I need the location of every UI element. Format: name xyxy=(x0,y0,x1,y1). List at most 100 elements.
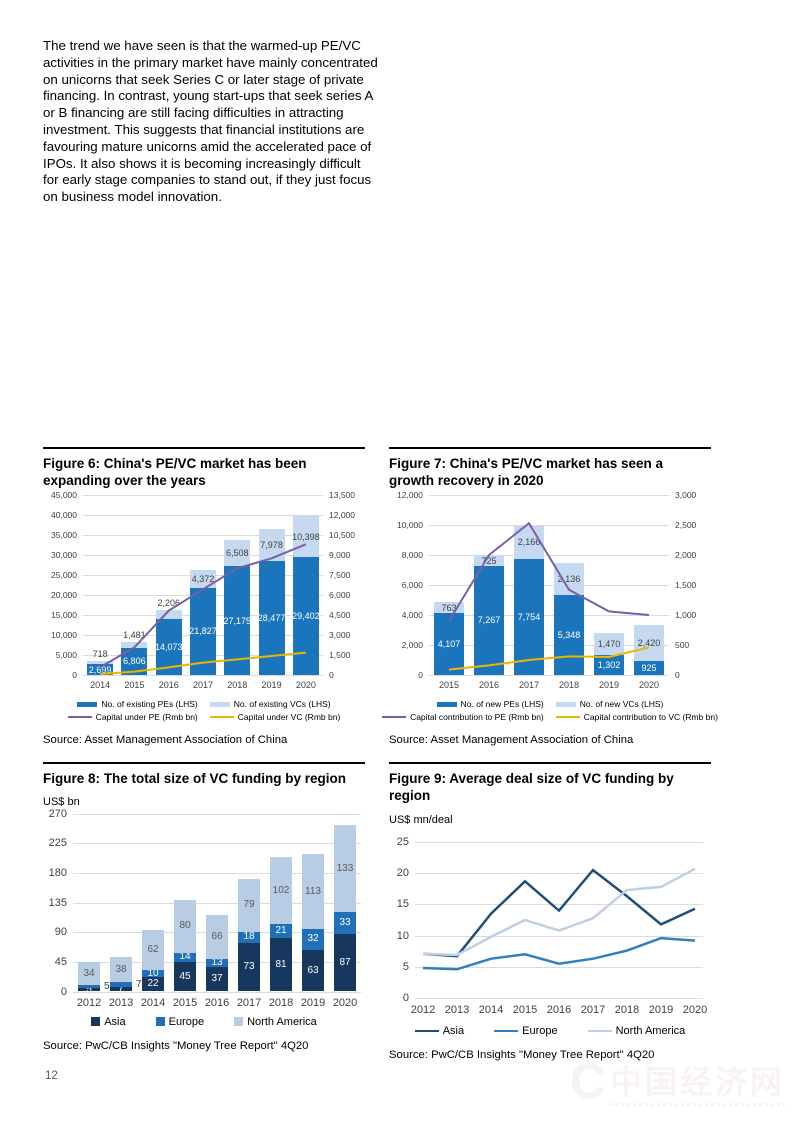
y-axis-right-tick-label: 1,000 xyxy=(675,610,697,620)
value-label: 14 xyxy=(179,951,191,963)
x-axis-tick-label: 2014 xyxy=(140,996,166,1009)
legend-row: Asia Europe North America xyxy=(414,1025,685,1037)
bar-segment-asia xyxy=(238,943,260,992)
bar-segment-no-of-new-pes-lhs- xyxy=(474,565,504,675)
y-axis-right-tick-label: 4,500 xyxy=(329,610,351,620)
line-capital-under-vc-rmb-bn- xyxy=(100,651,306,675)
figure-7-chart: 0 2,000 4,000 6,000 8,000 10,000 12,000 0 500 1,0… xyxy=(389,490,711,693)
value-label: 1,302 xyxy=(597,660,621,671)
figure-9-chart: 0 5 10 15 20 25 2012 2013 2014 2015 2016 2017 2018 20… xyxy=(389,837,711,1017)
bar-segment-asia xyxy=(302,949,324,992)
line-capital-contribution-to-vc-rmb-bn- xyxy=(448,646,650,671)
value-label: 7,978 xyxy=(260,540,283,551)
bar-segment-europe xyxy=(334,912,356,935)
figure-9-legend: Asia Europe North America xyxy=(389,1025,711,1037)
value-label: 80 xyxy=(179,920,191,932)
legend-swatch-line xyxy=(209,715,234,719)
y-axis-right-tick-label: 10,500 xyxy=(329,530,355,540)
value-label: 133 xyxy=(336,862,354,874)
watermark-c-icon: C xyxy=(569,1053,606,1109)
bar-segment-north-america xyxy=(238,879,260,932)
grid-line xyxy=(83,555,323,556)
bar-segment-north-america xyxy=(270,857,292,925)
value-label: 22 xyxy=(147,978,159,990)
grid-line xyxy=(73,872,361,874)
y-axis-tick-label: 10 xyxy=(396,929,409,942)
y-axis-tick-label: 12,000 xyxy=(397,490,423,500)
page-number: 12 xyxy=(45,1070,58,1082)
y-axis-tick-label: 25,000 xyxy=(51,570,77,580)
legend-label: Capital contribution to VC (Rmb bn) xyxy=(583,712,718,722)
value-label: 5 xyxy=(104,980,110,992)
y-axis-right-tick-label: 12,000 xyxy=(329,510,355,520)
figure-7-source: Source: Asset Management Association of … xyxy=(389,734,634,746)
bar-segment-europe xyxy=(206,958,228,968)
value-label: 32 xyxy=(307,933,319,945)
y-axis-tick-label: 15,000 xyxy=(51,610,77,620)
bar-segment-no-of-existing-vcs-lhs- xyxy=(224,540,251,567)
grid-line xyxy=(73,813,361,815)
y-axis-tick-label: 5,000 xyxy=(55,650,77,660)
bar-segment-north-america xyxy=(174,899,196,953)
x-axis-tick-label: 2012 xyxy=(410,1004,436,1016)
x-axis-tick-label: 2017 xyxy=(192,680,214,690)
grid-line xyxy=(415,935,703,937)
value-label: 5 xyxy=(86,983,92,995)
x-axis-tick-label: 2014 xyxy=(478,1004,504,1016)
y-axis-right-tick-label: 0 xyxy=(329,670,334,680)
legend-item: Capital under PE (Rmb bn) xyxy=(67,712,198,722)
value-label: 4,107 xyxy=(437,639,461,650)
grid-line xyxy=(83,495,323,496)
legend-item: Capital contribution to VC (Rmb bn) xyxy=(555,712,718,722)
line-series-layer xyxy=(422,867,696,971)
x-axis-tick-label: 2015 xyxy=(172,996,198,1009)
x-axis-tick-label: 2016 xyxy=(204,996,230,1009)
y-axis-tick-label: 10,000 xyxy=(51,630,77,640)
bar-segment-no-of-new-pes-lhs- xyxy=(634,661,664,675)
y-axis-right-tick-label: 13,500 xyxy=(329,490,355,500)
watermark: C 中国经济网 xyxy=(570,1056,785,1106)
y-axis-tick-label: 45,000 xyxy=(51,490,77,500)
figure-8-legend: Asia Europe North America xyxy=(43,1016,365,1028)
grid-line xyxy=(415,904,703,906)
grid-line xyxy=(429,585,669,586)
y-axis-right-tick-label: 7,500 xyxy=(329,570,351,580)
legend-item: No. of new PEs (LHS) xyxy=(436,699,544,709)
intro-paragraph: The trend we have seen is that the warme… xyxy=(43,38,378,205)
x-axis-tick-label: 2018 xyxy=(558,680,580,690)
value-label: 21 xyxy=(275,925,287,937)
bar-segment-no-of-new-vcs-lhs- xyxy=(434,601,464,614)
bar-segment-no-of-existing-vcs-lhs- xyxy=(155,609,182,619)
legend-label: Asia xyxy=(104,1015,126,1028)
figure-8: Figure 8: The total size of VC funding b… xyxy=(43,762,365,1052)
y-axis-right-tick-label: 3,000 xyxy=(329,630,351,640)
bar-segment-north-america xyxy=(142,929,164,971)
y-axis-right-tick-label: 0 xyxy=(675,670,680,680)
figure-7-title: Figure 7: China's PE/VC market has seen … xyxy=(389,447,711,489)
legend-row: Asia Europe North America xyxy=(91,1016,317,1028)
y-axis-tick-label: 0 xyxy=(60,985,67,998)
value-label: 10,398 xyxy=(292,531,320,542)
figure-7-legend: No. of new PEs (LHS) No. of new VCs (LHS)… xyxy=(382,699,718,722)
legend-label: No. of new VCs (LHS) xyxy=(579,699,664,709)
value-label: 6,508 xyxy=(226,548,249,559)
line-north-america xyxy=(422,867,696,957)
value-label: 81 xyxy=(275,958,287,970)
value-label: 113 xyxy=(305,885,321,897)
watermark-text: 中国经济网 xyxy=(609,1057,785,1106)
y-axis-tick-label: 30,000 xyxy=(51,550,77,560)
bar-segment-asia xyxy=(78,988,100,992)
legend-item: Europe xyxy=(155,1016,204,1028)
legend-label: Europe xyxy=(522,1025,558,1037)
y-axis-tick-label: 180 xyxy=(48,866,67,879)
x-axis-tick-label: 2014 xyxy=(90,680,111,690)
legend-swatch-bar xyxy=(436,701,457,707)
legend-swatch-bar xyxy=(555,701,576,707)
y-axis-tick-label: 45 xyxy=(54,955,67,968)
bar-segment-no-of-new-vcs-lhs- xyxy=(594,633,624,656)
legend-item: No. of existing PEs (LHS) xyxy=(77,699,198,709)
line-asia xyxy=(422,868,696,958)
y-axis-right-tick-label: 3,000 xyxy=(675,490,697,500)
legend-item: Capital under VC (Rmb bn) xyxy=(209,712,340,722)
value-label: 45 xyxy=(179,970,191,982)
